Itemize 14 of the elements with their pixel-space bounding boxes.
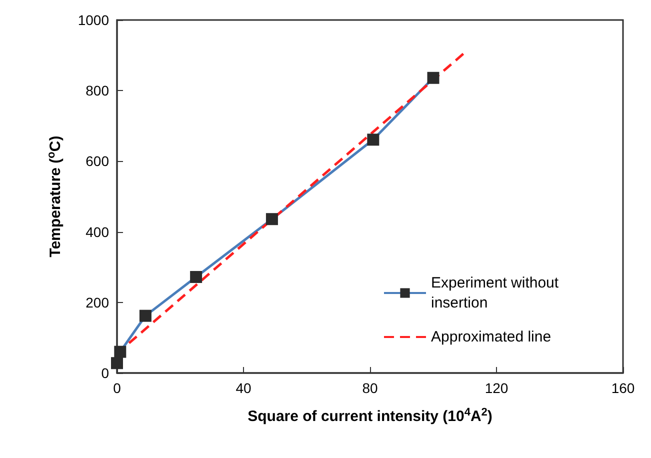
y-tick-label: 800	[86, 82, 110, 99]
x-tick-label: 0	[113, 380, 122, 396]
y-tick-label: 0	[101, 365, 110, 381]
y-axis-title: Temperature (oC)	[46, 136, 64, 258]
y-tick-label: 1000	[78, 12, 110, 28]
y-tick-label: 200	[86, 294, 110, 310]
y-tick-label: 400	[86, 224, 110, 240]
x-tick-label: 160	[611, 380, 635, 396]
y-tick-label: 600	[86, 153, 110, 170]
x-tick-label: 120	[484, 380, 508, 396]
legend-label: Approximated line	[431, 328, 552, 346]
x-tick-label: 80	[362, 380, 378, 396]
x-tick-label: 40	[236, 380, 252, 396]
legend-label: Experiment without insertion	[431, 274, 563, 312]
